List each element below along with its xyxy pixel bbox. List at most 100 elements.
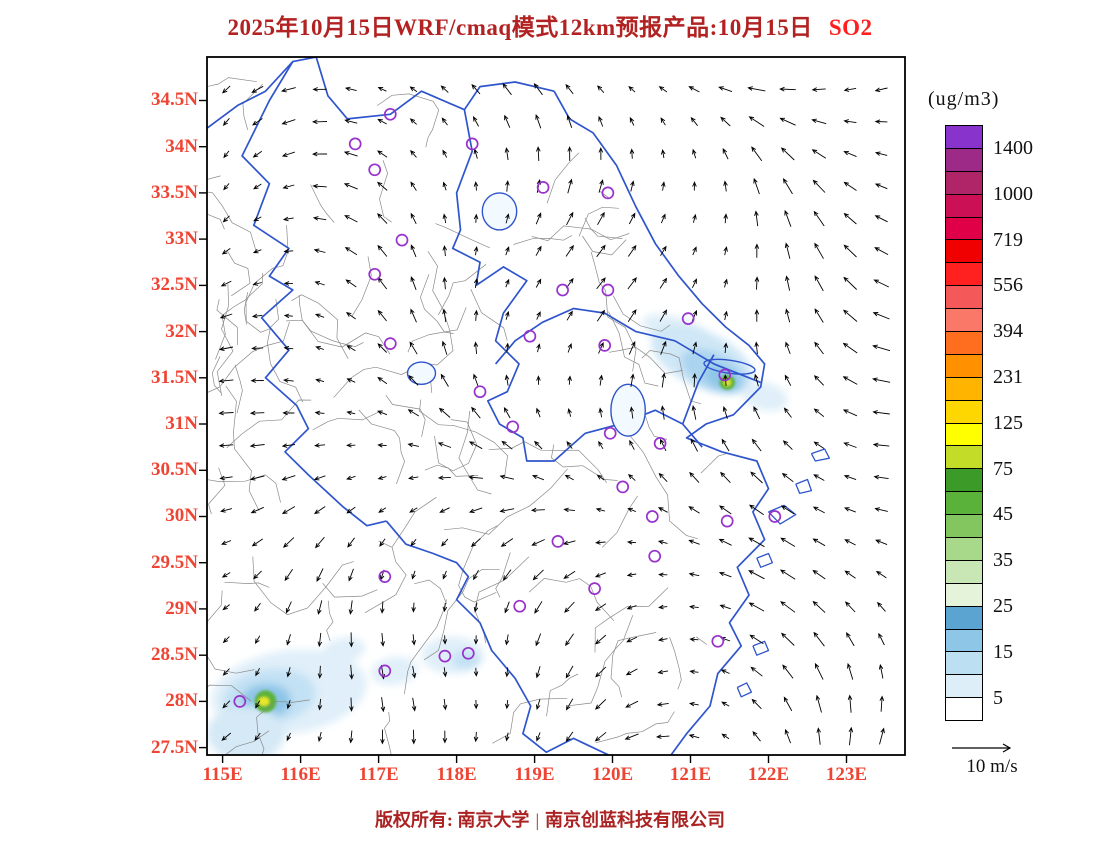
city-marker: [598, 339, 612, 352]
city-marker: [681, 312, 695, 325]
city-marker: [438, 649, 452, 663]
city-marker: [616, 480, 630, 494]
wind-scale-label: 10 m/s: [966, 756, 1018, 777]
city-marker: [648, 549, 662, 563]
lat-axis-label: 30N: [165, 505, 198, 527]
lat-axis-label: 34N: [165, 135, 198, 157]
city-marker: [653, 437, 667, 450]
legend-color-cell: [945, 332, 983, 355]
city-marker: [601, 186, 615, 200]
footer-company: 南京创蓝科技有限公司: [545, 810, 726, 830]
map-frame: [206, 56, 906, 756]
legend-color-cell: [945, 560, 983, 584]
legend-color-cell: [945, 354, 983, 378]
legend-color-cell: [945, 423, 983, 447]
lon-axis-label: 122E: [747, 764, 790, 785]
city-marker: [523, 329, 537, 343]
city-marker: [711, 634, 725, 648]
legend-color-cell: [945, 629, 983, 653]
lon-axis-label: 117E: [358, 764, 399, 785]
legend-color-cell: [945, 698, 983, 722]
legend-value: 25: [993, 594, 1013, 617]
legend-value: 1400: [993, 136, 1033, 159]
legend-color-cell: [945, 377, 983, 401]
lon-axis-label: 115E: [202, 764, 243, 785]
legend-color-cell: [945, 446, 983, 470]
legend-color-cell: [945, 171, 983, 195]
city-marker: [348, 137, 362, 151]
city-marker: [465, 137, 479, 151]
legend-color-cell: [945, 652, 983, 676]
wind-vectors: [218, 83, 891, 746]
lon-axis-label: 118E: [436, 764, 477, 785]
legend-value: 35: [993, 549, 1013, 572]
legend-color-cell: [945, 538, 983, 561]
legend-value: 394: [993, 320, 1023, 343]
city-marker: [603, 426, 617, 440]
legend-value: 75: [993, 457, 1013, 480]
city-marker: [461, 646, 475, 660]
lat-axis-label: 29N: [165, 597, 198, 619]
lat-axis-label: 34.5N: [151, 89, 198, 111]
city-marker: [588, 582, 601, 595]
legend-color-cell: [945, 148, 983, 172]
legend-value: 719: [993, 228, 1023, 251]
legend-color-cell: [945, 263, 983, 287]
legend-color-cell: [945, 309, 983, 333]
legend-value: 556: [993, 274, 1023, 297]
legend-value: 125: [993, 411, 1023, 434]
lon-axis-label: 116E: [280, 764, 321, 785]
city-marker: [473, 385, 487, 399]
page-title: 2025年10月15日WRF/cmaq模式12km预报产品:10月15日 SO2: [100, 8, 1000, 42]
lat-axis-label: 33N: [165, 228, 198, 250]
city-marker: [506, 420, 520, 434]
city-marker: [556, 283, 569, 297]
city-marker: [645, 510, 659, 523]
lat-axis-label: 27.5N: [151, 736, 198, 758]
city-marker: [378, 664, 392, 678]
legend-color-cell: [945, 675, 983, 699]
city-marker: [368, 267, 382, 281]
city-marker: [551, 535, 565, 548]
legend-color-cell: [945, 606, 983, 630]
city-marker: [768, 510, 782, 523]
lat-axis-label: 32.5N: [151, 274, 198, 296]
so2-hotspot-cores: [254, 375, 735, 713]
lon-axis-label: 120E: [591, 764, 634, 785]
footer-copyright: 版权所有: 南京大学 | 南京创蓝科技有限公司: [150, 806, 950, 832]
lat-axis-label: 33.5N: [151, 181, 198, 203]
wind-scale-arrow: [952, 743, 1012, 753]
legend-units-label: (ug/m3): [928, 88, 1000, 110]
lon-axis-label: 119E: [514, 764, 555, 785]
lat-axis-label: 31.5N: [151, 366, 198, 388]
footer-owner: 版权所有: 南京大学: [374, 810, 530, 830]
legend-color-cell: [945, 126, 983, 149]
lat-axis-label: 30.5N: [151, 459, 198, 481]
province-boundaries: [207, 57, 831, 755]
city-marker: [368, 163, 382, 177]
legend-color-cell: [945, 515, 983, 539]
lat-axis-label: 31N: [165, 413, 198, 435]
footer-divider: |: [535, 810, 540, 830]
city-marker: [383, 107, 397, 121]
legend-color-cell: [945, 469, 983, 493]
legend-colorbar: [945, 125, 983, 722]
title-text: 2025年10月15日WRF/cmaq模式12km预报产品:10月15日: [227, 15, 813, 40]
city-marker: [378, 570, 392, 583]
lat-axis-label: 32N: [165, 320, 198, 342]
legend-value: 15: [993, 640, 1013, 663]
city-marker: [395, 233, 409, 247]
city-marker: [601, 283, 615, 297]
legend-value: 5: [993, 686, 1003, 709]
legend-color-cell: [945, 583, 983, 607]
lat-axis-label: 29.5N: [151, 551, 198, 573]
legend-color-cell: [945, 286, 983, 310]
lat-axis-label: 28.5N: [151, 644, 198, 666]
legend-color-cell: [945, 240, 983, 264]
legend-color-cell: [945, 492, 983, 516]
lat-axis-label: 28N: [165, 690, 198, 712]
legend-color-cell: [945, 194, 983, 218]
city-marker: [233, 695, 247, 708]
title-species: SO2: [828, 15, 873, 40]
